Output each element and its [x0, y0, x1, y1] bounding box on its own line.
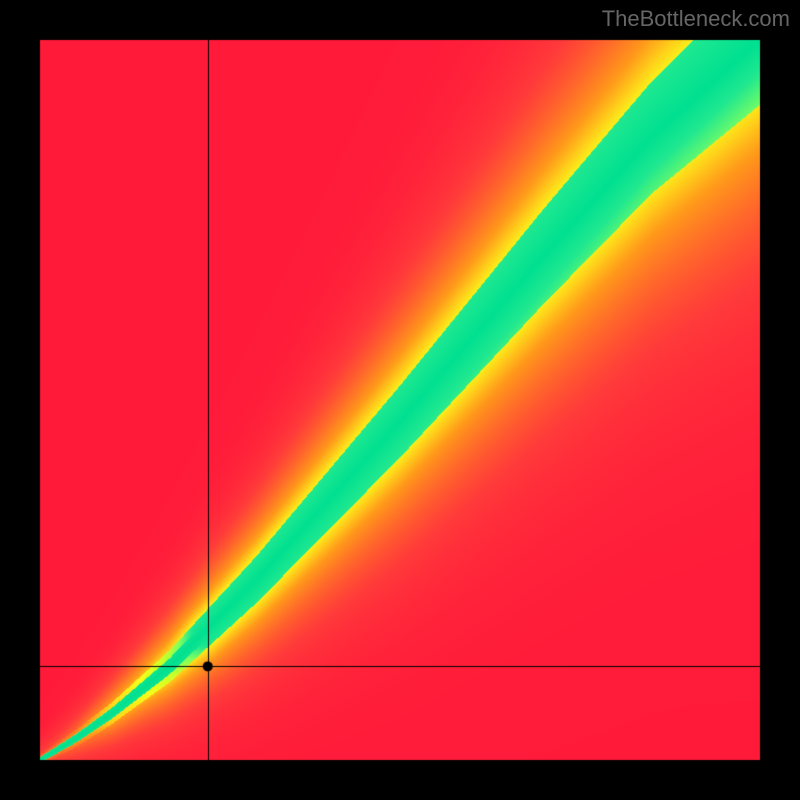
attribution-label: TheBottleneck.com [602, 6, 790, 32]
chart-container: TheBottleneck.com [0, 0, 800, 800]
heatmap-canvas [0, 0, 800, 800]
